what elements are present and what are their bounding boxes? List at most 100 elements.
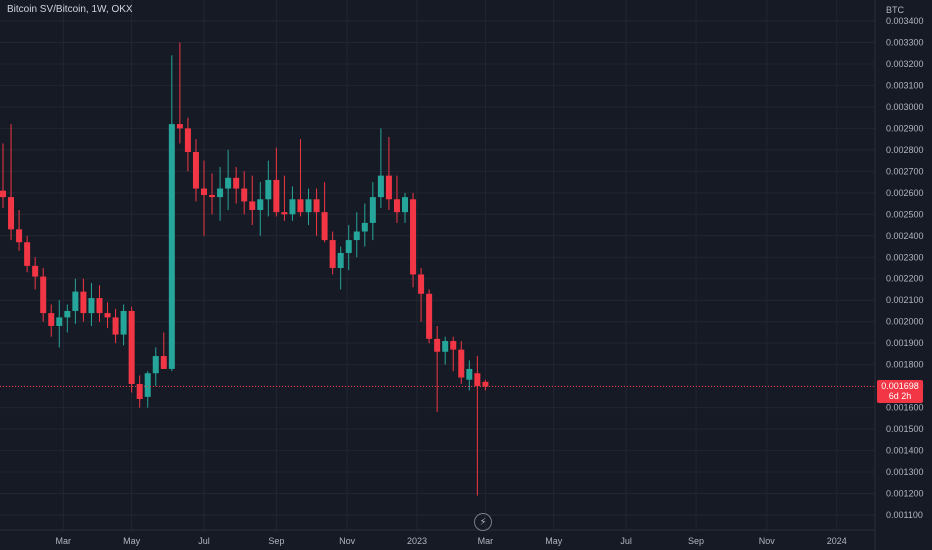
candle-body (16, 229, 23, 243)
lightning-icon[interactable]: ⚡ (474, 513, 492, 531)
candle-body (96, 298, 103, 314)
candle-body (233, 177, 240, 189)
candle-body (474, 373, 481, 387)
y-tick-label: 0.002200 (886, 274, 924, 284)
x-tick-label: Jul (198, 536, 210, 546)
candle-body (201, 188, 207, 195)
candle-body (40, 276, 47, 314)
candle-body (72, 291, 79, 311)
candle-body (88, 298, 95, 314)
candle-body (353, 231, 360, 241)
candle-body (120, 310, 127, 335)
candle-body (377, 175, 384, 198)
candle-body (450, 341, 457, 350)
y-tick-label: 0.003200 (886, 59, 924, 69)
candle-body (289, 199, 296, 215)
candle-body (410, 199, 417, 275)
candle-body (56, 317, 63, 326)
y-tick-label: 0.002300 (886, 252, 924, 262)
x-tick-label: Nov (759, 536, 776, 546)
candle-body (393, 199, 400, 213)
candle-body (48, 313, 55, 326)
candle-body (281, 212, 288, 215)
candle-body (482, 381, 489, 387)
y-tick-label: 0.001600 (886, 403, 924, 413)
candle-body (458, 349, 465, 378)
candle-body (345, 240, 352, 253)
y-tick-label: 0.002900 (886, 123, 924, 133)
x-tick-label: Nov (339, 536, 356, 546)
candle-body (434, 338, 441, 352)
candle-body (273, 179, 280, 213)
x-tick-label: Mar (478, 536, 494, 546)
candle-body (64, 310, 71, 318)
candle-body (249, 201, 256, 211)
x-tick-label: Mar (56, 536, 72, 546)
candle-body (329, 240, 336, 268)
last-price-tag: 0.001698 6d 2h (877, 380, 923, 403)
candle-body (257, 199, 264, 211)
candle-body (192, 152, 199, 189)
candle-body (104, 313, 111, 318)
x-tick-label: May (123, 536, 141, 546)
y-tick-label: 0.001300 (886, 467, 924, 477)
y-tick-label: 0.002700 (886, 166, 924, 176)
y-tick-label: 0.002000 (886, 317, 924, 327)
y-tick-label: 0.001500 (886, 424, 924, 434)
candle-body (313, 199, 320, 213)
y-tick-label: 0.002400 (886, 231, 924, 241)
bar-countdown: 6d 2h (888, 391, 912, 401)
candle-body (144, 373, 151, 397)
chart-title: Bitcoin SV/Bitcoin, 1W, OKX (7, 4, 133, 15)
candle-body (80, 291, 87, 314)
x-tick-label: 2023 (407, 536, 427, 546)
candle-body (217, 188, 224, 198)
y-tick-label: 0.001200 (886, 489, 924, 499)
x-tick-label: Sep (268, 536, 284, 546)
candle-body (442, 341, 449, 352)
candle-body (209, 194, 216, 198)
y-tick-label: 0.003400 (886, 16, 924, 26)
y-tick-label: 0.002100 (886, 295, 924, 305)
y-tick-label: 0.001400 (886, 446, 924, 456)
candle-body (32, 265, 39, 277)
candle-body (361, 222, 368, 232)
y-tick-label: 0.002800 (886, 145, 924, 155)
x-tick-label: May (545, 536, 563, 546)
candle-body (184, 128, 191, 153)
candle-body (24, 242, 31, 266)
candle-body (297, 199, 304, 213)
y-tick-label: 0.001900 (886, 338, 924, 348)
currency-label: BTC (886, 5, 904, 15)
candle-body (168, 124, 175, 369)
candle-body (385, 175, 392, 200)
candle-body (369, 197, 376, 223)
candle-body (265, 179, 272, 200)
candle-body (112, 317, 119, 335)
candle-body (152, 356, 159, 374)
candle-body (176, 124, 183, 129)
y-tick-label: 0.003100 (886, 80, 924, 90)
candle-body (418, 274, 425, 294)
x-tick-label: Jul (620, 536, 632, 546)
candle-body (466, 368, 473, 380)
y-tick-label: 0.002500 (886, 209, 924, 219)
candle-body (160, 356, 167, 369)
candle-body (305, 199, 312, 213)
candle-body (136, 383, 143, 400)
x-tick-label: 2024 (827, 536, 847, 546)
y-tick-label: 0.001100 (886, 510, 923, 520)
y-tick-label: 0.002600 (886, 188, 924, 198)
candle-body (0, 190, 6, 198)
candle-body (241, 188, 248, 202)
y-tick-label: 0.003000 (886, 102, 924, 112)
candle-body (128, 310, 135, 384)
candle-body (321, 212, 328, 241)
candle-body (426, 293, 433, 339)
candle-body (402, 197, 408, 213)
y-tick-label: 0.003300 (886, 37, 924, 47)
x-tick-label: Sep (688, 536, 704, 546)
candle-body (337, 252, 344, 268)
